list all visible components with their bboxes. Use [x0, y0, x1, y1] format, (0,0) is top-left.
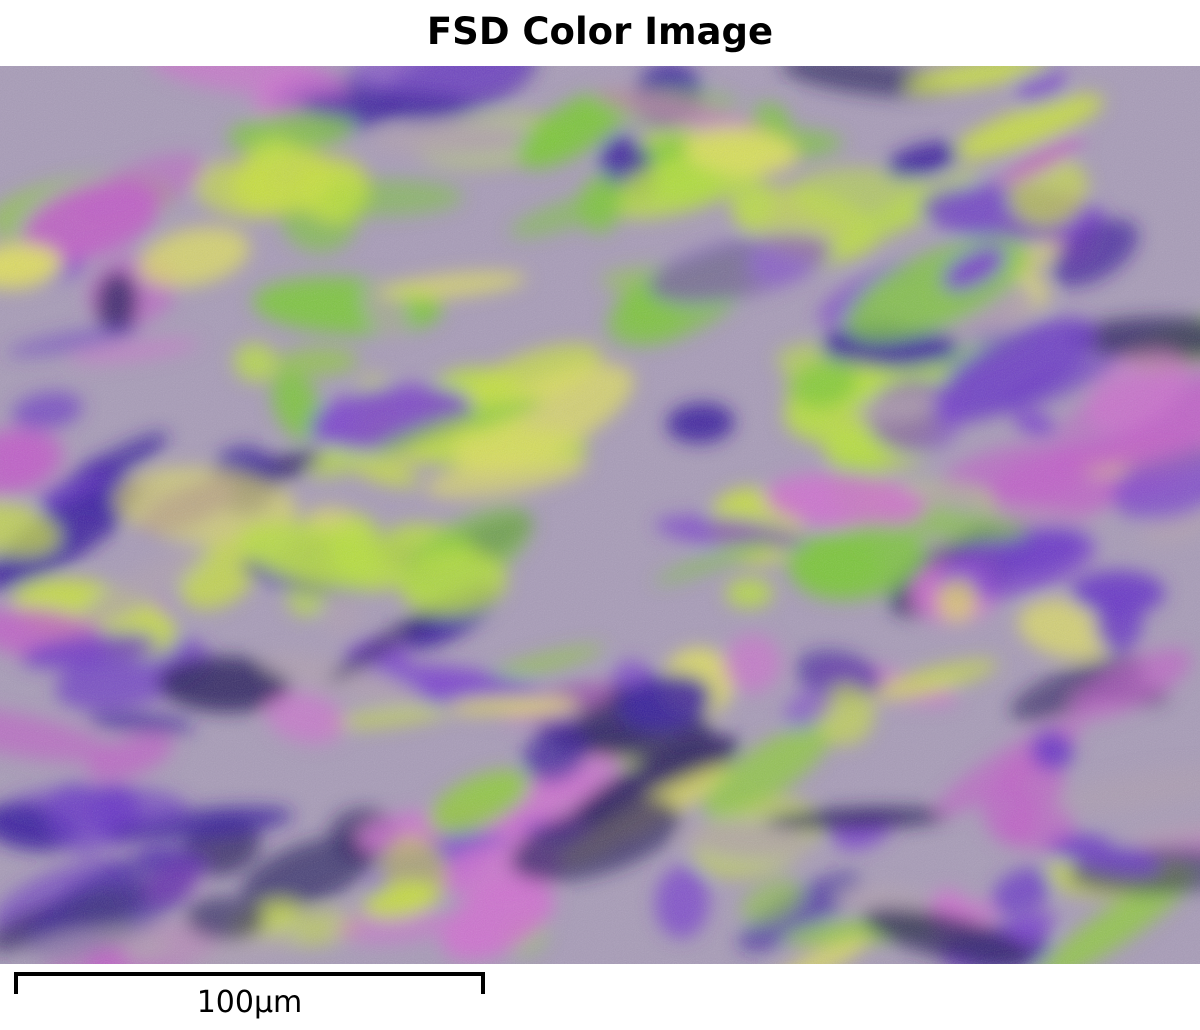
scale-bar	[14, 972, 485, 994]
image-title: FSD Color Image	[426, 10, 774, 53]
fsd-micrograph-image	[0, 66, 1200, 964]
scale-bar-label: 100µm	[196, 985, 303, 1020]
